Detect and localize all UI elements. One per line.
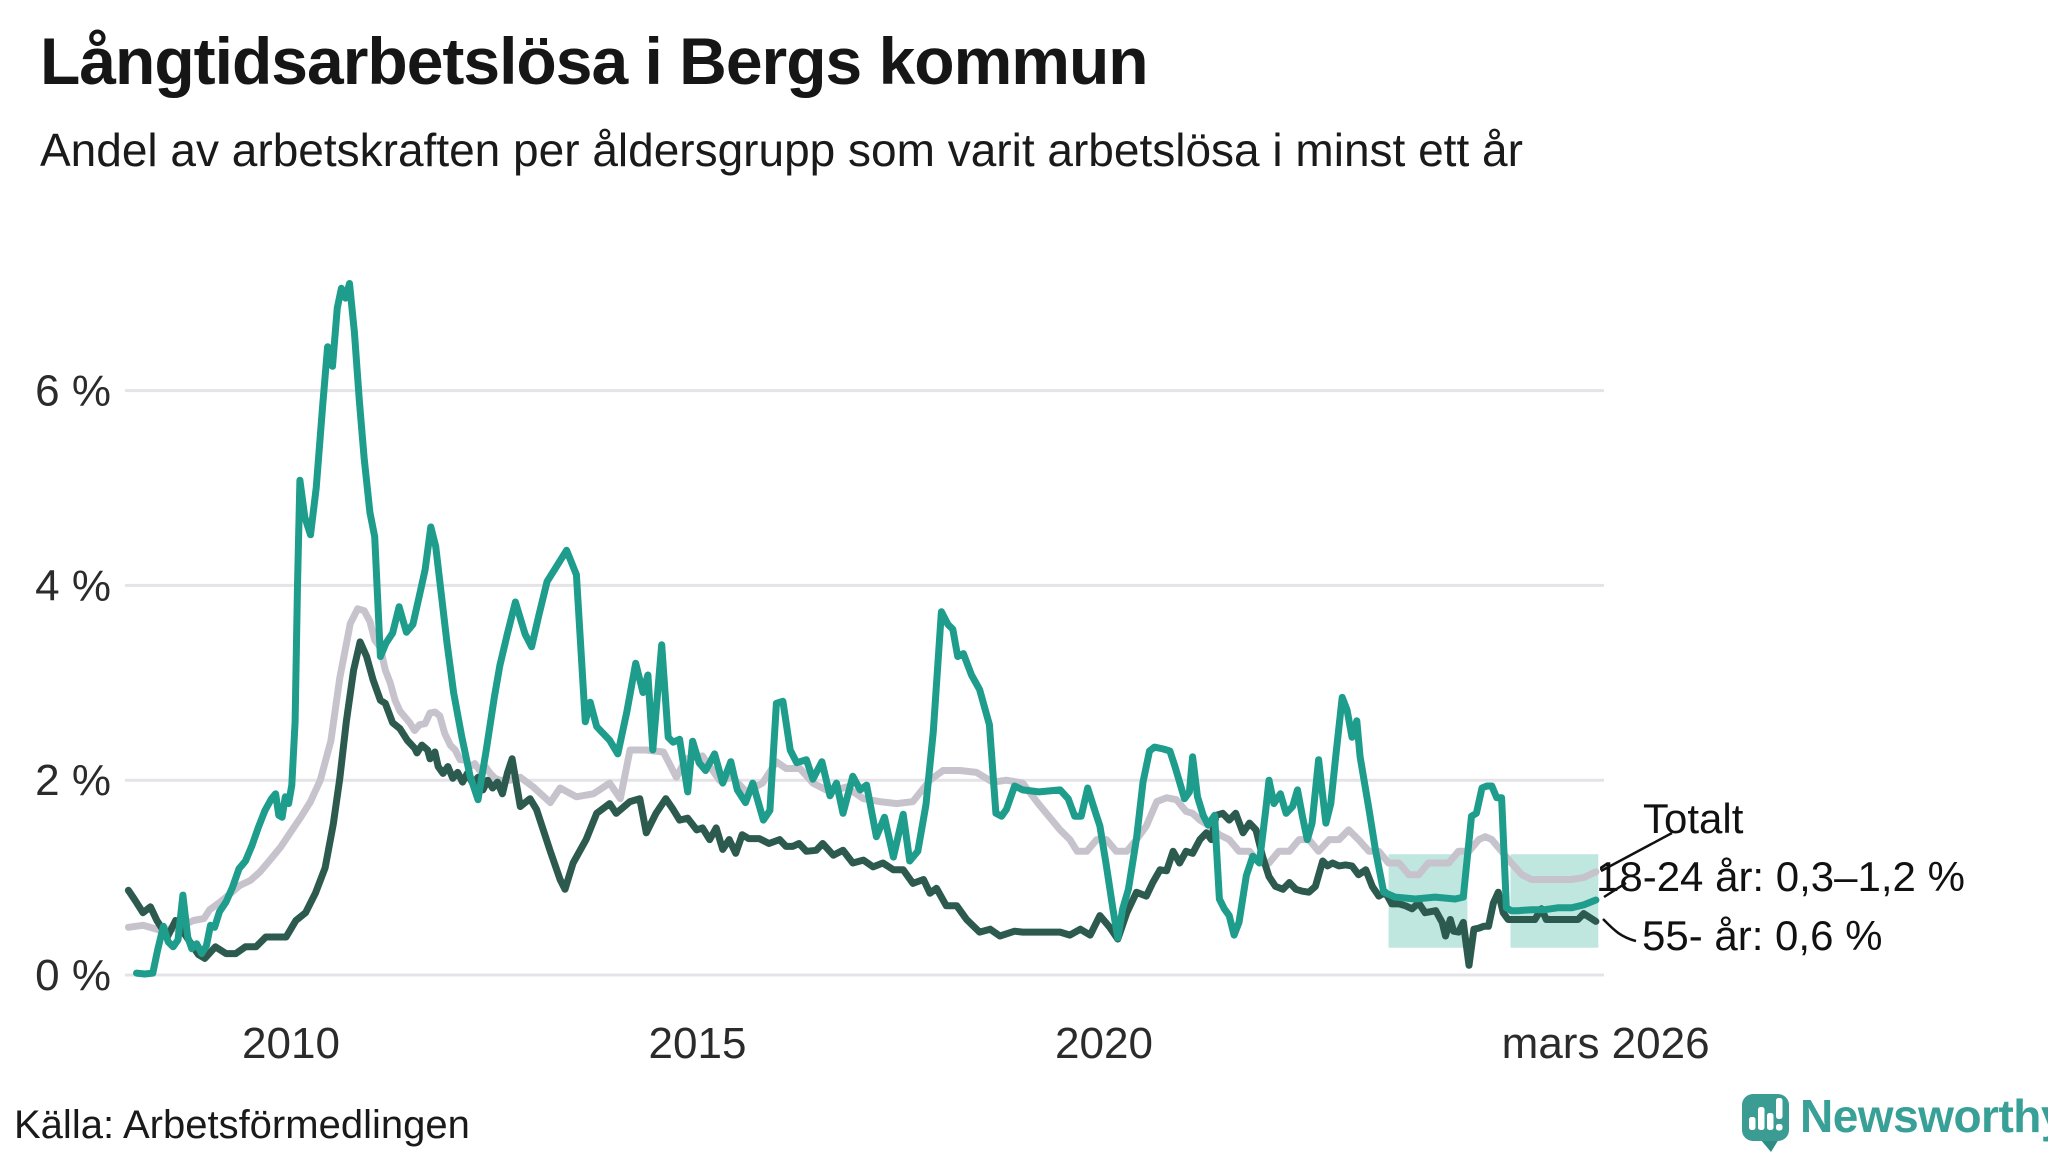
series-label-55: 55- år: 0,6 % — [1642, 912, 1882, 959]
series-label-totalt: Totalt — [1643, 795, 1744, 842]
page-subtitle: Andel av arbetskraften per åldersgrupp s… — [40, 124, 1523, 176]
page-title: Långtidsarbetslösa i Bergs kommun — [40, 24, 1148, 98]
uncertainty-band-segment-2 — [1510, 854, 1599, 948]
logo-barchart-icon — [1749, 1098, 1783, 1131]
leader-line-18-24 — [1603, 881, 1627, 899]
y-tick-label: 0 % — [35, 951, 111, 1000]
x-tick-label: mars 2026 — [1502, 1019, 1710, 1068]
x-tick-label: 2010 — [242, 1019, 340, 1068]
x-axis-tick-labels: 2010 2015 2020 mars 2026 — [242, 1019, 1710, 1068]
series-line-55-r — [124, 638, 1600, 969]
series-line-18-24-r — [133, 280, 1600, 978]
y-tick-label: 2 % — [35, 756, 111, 805]
leader-line-totalt — [1600, 831, 1673, 873]
series-line-totalt — [124, 605, 1600, 934]
y-axis-tick-labels: 0 % 2 % 4 % 6 % — [35, 367, 111, 1000]
series-lines — [124, 280, 1600, 978]
x-tick-label: 2020 — [1055, 1019, 1153, 1068]
brand-name: Newsworthy — [1800, 1090, 2048, 1142]
y-tick-label: 6 % — [35, 367, 111, 416]
newsworthy-logo[interactable]: Newsworthy — [1742, 1090, 2048, 1152]
logo-bubble-tail — [1760, 1139, 1779, 1152]
y-tick-label: 4 % — [35, 561, 111, 610]
source-note: Källa: Arbetsförmedlingen — [14, 1103, 470, 1147]
x-tick-label: 2015 — [649, 1019, 747, 1068]
gridlines — [125, 389, 1604, 977]
series-label-18-24: 18-24 år: 0,3–1,2 % — [1596, 853, 1965, 900]
leader-line-55 — [1602, 918, 1637, 943]
